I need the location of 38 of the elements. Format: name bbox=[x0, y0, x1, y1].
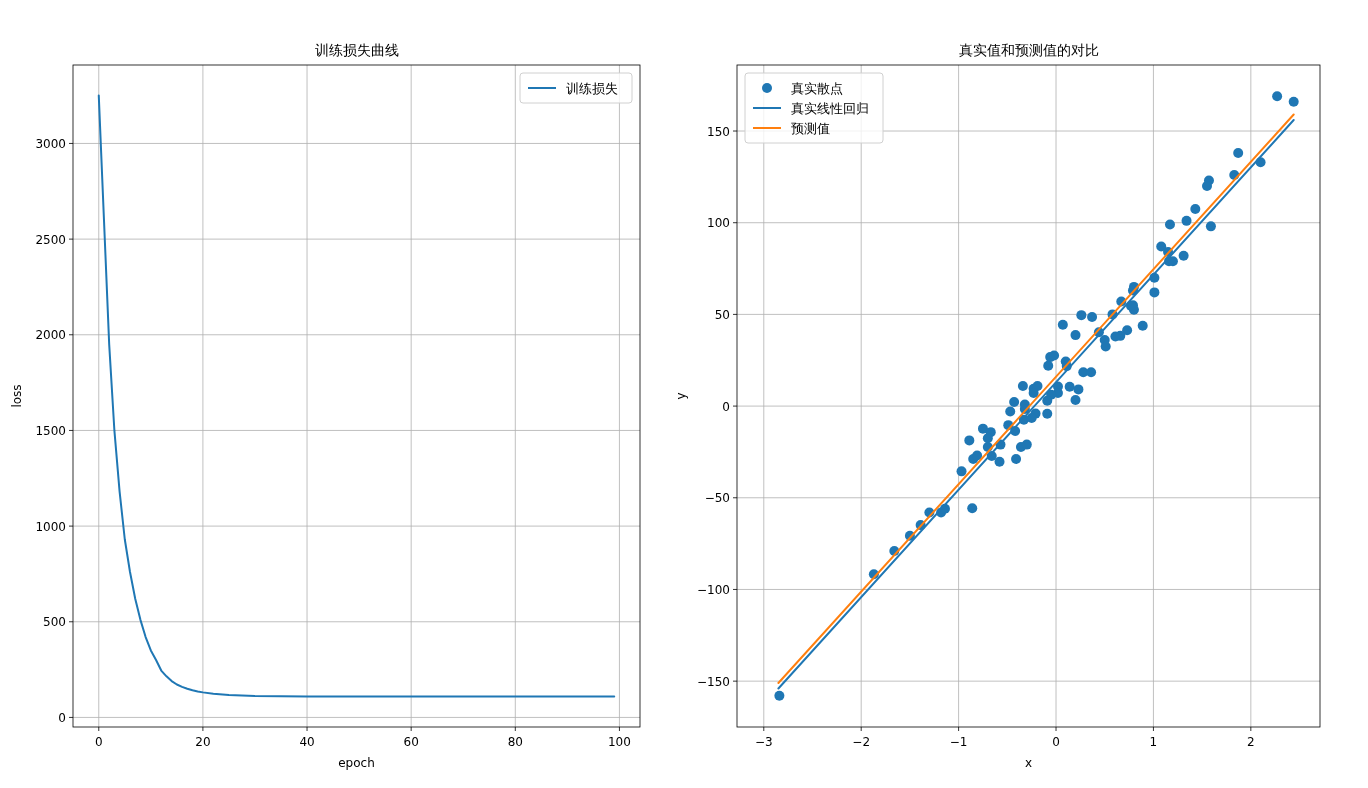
chart-title: 训练损失曲线 bbox=[314, 42, 399, 58]
y-tick-label: −150 bbox=[697, 674, 730, 689]
x-tick-label: 40 bbox=[299, 735, 315, 749]
y-axis-title: loss bbox=[10, 384, 24, 408]
x-tick-label: 1 bbox=[1149, 735, 1158, 749]
line-series bbox=[97, 94, 616, 698]
x-axis-title: epoch bbox=[338, 756, 375, 770]
x-tick-label: 60 bbox=[403, 735, 419, 749]
y-tick-label: 50 bbox=[714, 307, 730, 322]
legend-label: 预测值 bbox=[791, 121, 830, 136]
x-tick-label: 20 bbox=[195, 735, 211, 749]
y-tick-label: 3000 bbox=[35, 136, 66, 151]
x-tick-label: 100 bbox=[607, 735, 631, 749]
x-tick-label: 2 bbox=[1247, 735, 1255, 749]
x-tick-label: −3 bbox=[754, 735, 773, 749]
y-tick-label: 150 bbox=[707, 124, 730, 139]
legend-label: 训练损失 bbox=[566, 81, 618, 96]
x-tick-label: −2 bbox=[852, 735, 871, 749]
x-tick-label: −1 bbox=[949, 735, 968, 749]
y-tick-label: 100 bbox=[707, 216, 730, 231]
y-axis-title: y bbox=[674, 392, 688, 400]
y-tick-label: 1500 bbox=[35, 423, 66, 438]
x-axis-title: x bbox=[1024, 756, 1033, 770]
x-tick-label: 0 bbox=[94, 735, 103, 749]
chart-title: 真实值和预测值的对比 bbox=[958, 42, 1099, 58]
x-tick-label: 0 bbox=[1052, 735, 1060, 749]
x-tick-label: 80 bbox=[507, 735, 523, 749]
legend-label: 真实线性回归 bbox=[791, 101, 869, 116]
y-tick-label: 1000 bbox=[35, 519, 66, 534]
y-tick-label: −100 bbox=[697, 582, 730, 597]
y-tick-label: 2000 bbox=[35, 328, 66, 343]
legend-label: 真实散点 bbox=[791, 81, 843, 96]
y-tick-label: 0 bbox=[722, 399, 730, 414]
legend: 训练损失 bbox=[519, 72, 633, 104]
y-tick-label: 500 bbox=[43, 615, 66, 630]
y-tick-label: −50 bbox=[704, 491, 730, 506]
y-tick-label: 0 bbox=[58, 710, 66, 725]
y-tick-label: 2500 bbox=[35, 232, 66, 247]
